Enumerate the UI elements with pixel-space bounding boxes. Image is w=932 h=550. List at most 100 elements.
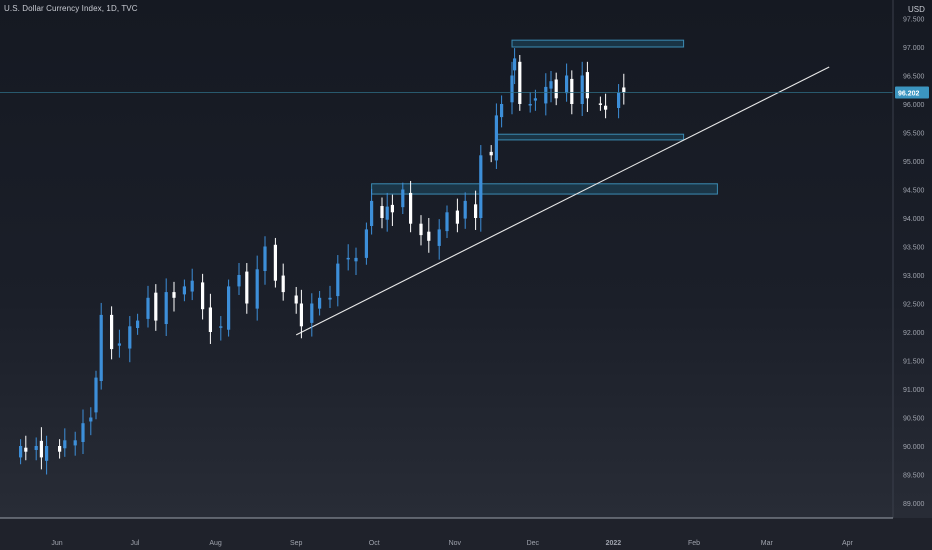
price-tick-label: 91.500 (903, 359, 925, 366)
candle-body (99, 314, 103, 382)
candle-body (73, 440, 77, 446)
candle-body (390, 204, 394, 213)
candle-body (164, 292, 168, 325)
candle-body (510, 75, 514, 103)
candle-body (419, 223, 423, 236)
candle-body (63, 440, 67, 449)
time-tick-label: 2022 (606, 540, 622, 547)
trendline-layer (295, 66, 830, 336)
candle-body (500, 104, 504, 118)
time-tick-label: Aug (209, 540, 222, 547)
candle-body (364, 229, 368, 258)
price-tick-label: 92.000 (903, 330, 925, 337)
price-tick-label: 93.000 (903, 273, 925, 280)
time-tick-label: Mar (761, 540, 774, 547)
candle-body (281, 275, 285, 293)
price-tick-label: 95.500 (903, 131, 925, 138)
time-tick-label: Oct (369, 540, 380, 547)
candle-body (34, 446, 38, 450)
candle-body (455, 210, 459, 224)
candle-body (273, 244, 277, 281)
candle-body (19, 446, 23, 458)
candle-body (518, 61, 522, 104)
zone-rectangle[interactable] (371, 183, 718, 195)
candle-body (94, 377, 98, 413)
currency-label: USD (908, 5, 925, 14)
price-tick-label: 94.500 (903, 188, 925, 195)
candle-body (201, 282, 205, 310)
last-price-label: 96.202 (898, 90, 920, 97)
trendline[interactable] (295, 66, 830, 336)
candle-body (513, 58, 517, 71)
candle-body (39, 440, 43, 458)
candle-body (570, 78, 574, 104)
time-tick-label: Apr (842, 540, 854, 547)
price-tick-label: 94.000 (903, 216, 925, 223)
candle-body (354, 257, 358, 262)
candle-body (533, 98, 537, 101)
candle-body (146, 297, 150, 319)
candle-body (544, 86, 548, 104)
candle-body (385, 206, 389, 220)
candle-body (346, 257, 350, 260)
candle-body (117, 343, 121, 346)
candle-body (128, 326, 132, 349)
candle-body (182, 286, 186, 295)
candle-body (136, 320, 140, 329)
price-tick-label: 89.000 (903, 501, 925, 508)
candle-body (401, 189, 405, 208)
candle-body (89, 417, 93, 422)
zone-rectangle[interactable] (495, 133, 685, 141)
candle-body (445, 212, 449, 232)
price-tick-label: 92.500 (903, 302, 925, 309)
candle-body (328, 297, 332, 300)
candle-body (310, 303, 314, 323)
candle-body (598, 103, 602, 105)
candle-body (479, 155, 483, 218)
price-tick-label: 96.500 (903, 74, 925, 81)
candle-body (190, 280, 194, 292)
candle-body (219, 326, 223, 328)
candle-body (263, 246, 267, 272)
price-tick-label: 91.000 (903, 387, 925, 394)
candle-body (409, 192, 413, 224)
candle-body (474, 204, 478, 218)
candle-body (299, 303, 303, 327)
candle-body (622, 87, 626, 93)
candle-body (437, 229, 441, 246)
price-tick-label: 95.000 (903, 159, 925, 166)
time-tick-label: Nov (449, 540, 462, 547)
candle-body (227, 286, 231, 330)
price-line-layer: 96.202 (0, 86, 929, 99)
time-tick-label: Sep (290, 540, 303, 547)
time-axis-bg (0, 518, 932, 550)
candle-body (81, 423, 85, 443)
price-axis: 89.000 89.500 90.000 90.500 91.000 91.500 92.0… (903, 17, 925, 509)
candle-body (463, 200, 467, 219)
candle-body (554, 79, 558, 99)
price-tick-label: 93.500 (903, 245, 925, 252)
time-tick-label: Jul (131, 540, 140, 547)
candle-body (580, 75, 584, 104)
candles (19, 48, 626, 475)
zone-rectangle[interactable] (511, 39, 685, 48)
candle-body (336, 263, 340, 297)
candle-body (494, 115, 498, 161)
candle-body (255, 269, 259, 309)
price-tick-label: 89.500 (903, 473, 925, 480)
candle-body (489, 151, 493, 156)
price-tick-label: 97.000 (903, 45, 925, 52)
candle-body (172, 292, 176, 298)
candle-body (427, 231, 431, 241)
price-tick-label: 90.000 (903, 444, 925, 451)
candle-body (58, 446, 62, 452)
time-tick-label: Jun (51, 540, 62, 547)
candle-body (318, 297, 322, 309)
zones (371, 39, 718, 195)
candle-body (208, 307, 212, 332)
candle-body (294, 295, 298, 304)
chart-title: U.S. Dollar Currency Index, 1D, TVC (4, 4, 138, 13)
candle-body (528, 104, 532, 106)
candle-body (370, 200, 374, 226)
